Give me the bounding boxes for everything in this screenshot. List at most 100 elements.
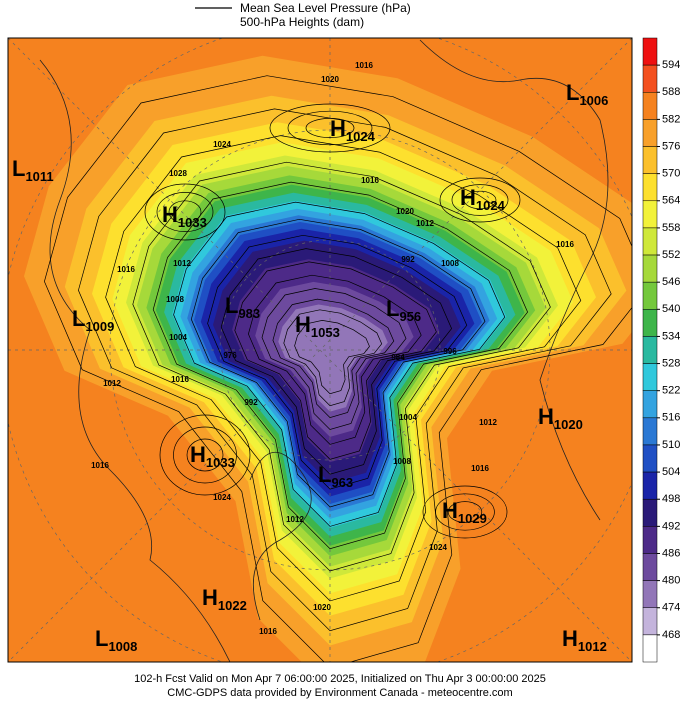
colorbar-label: 480 <box>662 575 680 587</box>
colorbar-box <box>642 37 658 66</box>
colorbar-label: 540 <box>662 303 680 315</box>
isobar <box>422 485 508 539</box>
centre-kind: H <box>190 442 206 467</box>
colorbar-box <box>642 526 658 554</box>
isobar <box>159 414 251 496</box>
colorbar-label: 558 <box>662 222 680 234</box>
isobar-label: 1008 <box>441 259 459 268</box>
isobar-label: 1016 <box>91 461 109 470</box>
colorbar-label: 546 <box>662 276 680 288</box>
isobar-label: 1012 <box>103 379 121 388</box>
colorbar-label: 486 <box>662 547 680 559</box>
centre-kind: L <box>225 293 238 318</box>
centre-kind: H <box>330 116 346 141</box>
centre-value: 1033 <box>206 455 235 470</box>
colorbar-label: 552 <box>662 249 680 261</box>
isobar-label: 1016 <box>355 61 373 70</box>
isobar-label: 1016 <box>556 240 574 249</box>
colorbar-box <box>642 336 658 364</box>
pressure-centre: L1011 <box>12 156 54 184</box>
isobar <box>261 288 407 430</box>
isobar <box>186 438 224 472</box>
isobar-label: 1012 <box>479 418 497 427</box>
centre-kind: H <box>562 626 578 651</box>
isobar-label: 1016 <box>471 464 489 473</box>
isobar <box>439 177 521 223</box>
centre-value: 1011 <box>25 169 53 184</box>
isobar-label: 1016 <box>259 627 277 636</box>
isobar <box>269 103 391 153</box>
colorbar-box <box>642 498 658 527</box>
colorbar-box <box>642 607 658 636</box>
isobar-label: 1012 <box>286 515 304 524</box>
pressure-centre: H1033 <box>190 442 235 470</box>
isobar <box>447 501 483 523</box>
centre-value: 1006 <box>579 93 608 108</box>
isobar-label: 984 <box>391 353 405 362</box>
isobar-label: 1024 <box>213 140 231 149</box>
centre-kind: H <box>442 498 458 523</box>
isobar <box>44 75 632 662</box>
isobar-label: 1020 <box>313 603 331 612</box>
isobar <box>435 493 495 531</box>
isobar-label: 1024 <box>213 493 231 502</box>
pressure-centre: L956 <box>386 296 421 324</box>
colorbar-label: 510 <box>662 439 680 451</box>
isobar-label: 1004 <box>399 413 417 422</box>
colorbar-label: 576 <box>662 140 680 152</box>
centre-value: 1033 <box>178 215 207 230</box>
centre-value: 1024 <box>346 129 376 144</box>
isobar <box>78 108 612 632</box>
map-area <box>8 38 632 662</box>
centre-kind: L <box>318 462 331 487</box>
pressure-centre: H1020 <box>538 404 583 432</box>
isobar-label: 1024 <box>429 543 447 552</box>
colorbar: 594 588 582 576 570 564 558 552 546 540 534 528 522 5… <box>642 37 680 663</box>
colorbar-box <box>642 254 658 283</box>
isobar-label: 1020 <box>396 207 414 216</box>
pressure-centre: L963 <box>318 462 353 490</box>
isobar <box>294 320 370 395</box>
colorbar-label: 516 <box>662 412 680 424</box>
colorbar-label: 522 <box>662 385 680 397</box>
isobar <box>305 118 355 138</box>
footer-line: CMC-GDPS data provided by Environment Ca… <box>167 687 512 699</box>
legend-line-label: Mean Sea Level Pressure (hPa) <box>240 1 411 15</box>
isobar-label: 1028 <box>169 169 187 178</box>
isobar-label: 1016 <box>117 265 135 274</box>
pressure-centre: H1029 <box>442 498 487 526</box>
colorbar-box <box>642 200 658 229</box>
isobar-label: 992 <box>244 398 258 407</box>
centre-value: 1024 <box>476 198 506 213</box>
colorbar-label: 474 <box>662 602 680 614</box>
centre-kind: L <box>95 626 108 651</box>
colorbar-box <box>642 417 658 446</box>
isobar-label: 996 <box>443 347 457 356</box>
colorbar-box <box>642 92 658 120</box>
centre-kind: H <box>538 404 554 429</box>
centre-value: 1053 <box>311 325 340 340</box>
colorbar-box <box>642 227 658 256</box>
centre-kind: L <box>12 156 25 181</box>
centre-value: 1009 <box>85 319 114 334</box>
isobar <box>451 184 509 216</box>
colorbar-box <box>642 580 658 608</box>
isobar-label: 1012 <box>173 259 191 268</box>
centre-value: 1008 <box>108 639 137 654</box>
pressure-centre: L1006 <box>566 80 608 108</box>
pressure-centre: H1024 <box>330 116 376 144</box>
isobar <box>283 309 383 407</box>
isobars <box>44 75 632 662</box>
centre-value: 963 <box>331 475 353 490</box>
isobar-label: 1020 <box>321 75 339 84</box>
centre-value: 1022 <box>218 598 247 613</box>
pressure-centre: L1008 <box>95 626 137 654</box>
pressure-centre: H1012 <box>562 626 607 654</box>
colorbar-label: 594 <box>662 59 680 71</box>
centre-kind: H <box>162 202 178 227</box>
height-band <box>278 304 388 412</box>
colorbar-box <box>642 471 658 500</box>
colorbar-label: 534 <box>662 330 680 342</box>
colorbar-box <box>642 553 658 581</box>
centre-value: 956 <box>399 309 421 324</box>
